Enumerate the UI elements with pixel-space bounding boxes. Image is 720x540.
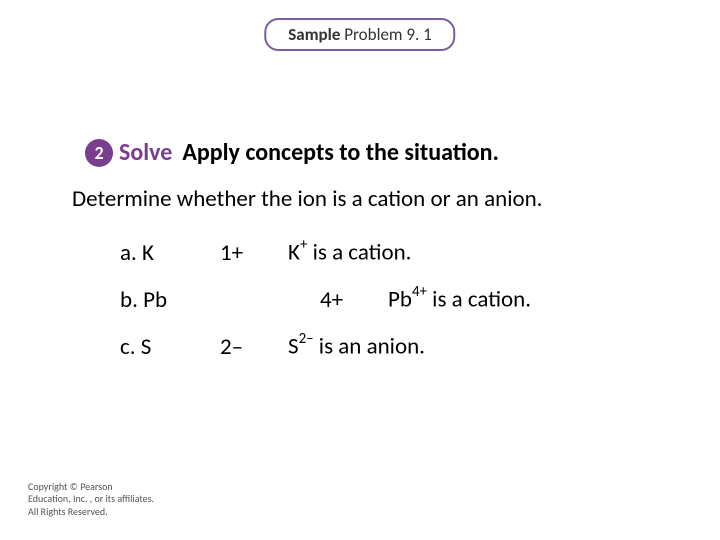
step-number: 2 — [94, 142, 103, 164]
row-a-formula-sup: + — [300, 236, 307, 254]
row-b-label: b. Pb — [120, 286, 220, 314]
step-desc: Apply concepts to the situation. — [182, 138, 499, 167]
table-row: c. S 2– S2– is an anion. — [120, 332, 680, 361]
step-label: Solve — [119, 138, 172, 167]
table-row: a. K 1+ K+ is a cation. — [120, 238, 680, 267]
copyright-text: Copyright © Pearson Education, Inc. , or… — [28, 481, 154, 519]
row-a-explain: K+ is a cation. — [288, 238, 680, 267]
row-a-formula-pre: K — [288, 239, 300, 267]
copyright-line3: All Rights Reserved. — [28, 506, 154, 519]
determine-text: Determine whether the ion is a cation or… — [72, 185, 543, 213]
row-c-formula-sup: 2– — [299, 330, 314, 348]
row-b-formula-pre: Pb — [388, 286, 412, 314]
row-c-explain: S2– is an anion. — [288, 332, 680, 361]
table-row: b. Pb 4+ Pb4+ is a cation. — [120, 285, 680, 314]
step-line: 2 Solve Apply concepts to the situation. — [85, 138, 499, 167]
sample-problem-badge: Sample Problem 9. 1 — [264, 18, 455, 51]
row-b-charge: 4+ — [320, 286, 388, 314]
row-a-explain-post: is a cation. — [307, 239, 411, 267]
badge-bold: Sample — [288, 24, 340, 45]
step-number-circle: 2 — [85, 139, 113, 167]
copyright-line2: Education, Inc. , or its affiliates. — [28, 493, 154, 506]
row-a-label: a. K — [120, 239, 220, 267]
row-c-formula-pre: S — [288, 333, 299, 361]
row-c-explain-post: is an anion. — [314, 333, 425, 361]
badge-rest: Problem 9. 1 — [344, 24, 431, 45]
row-b-explain: Pb4+ is a cation. — [388, 285, 680, 314]
row-b-formula-sup: 4+ — [412, 283, 427, 301]
row-a-charge: 1+ — [220, 239, 288, 267]
row-c-charge: 2– — [220, 333, 288, 361]
row-b-explain-post: is a cation. — [427, 286, 531, 314]
row-c-label: c. S — [120, 333, 220, 361]
